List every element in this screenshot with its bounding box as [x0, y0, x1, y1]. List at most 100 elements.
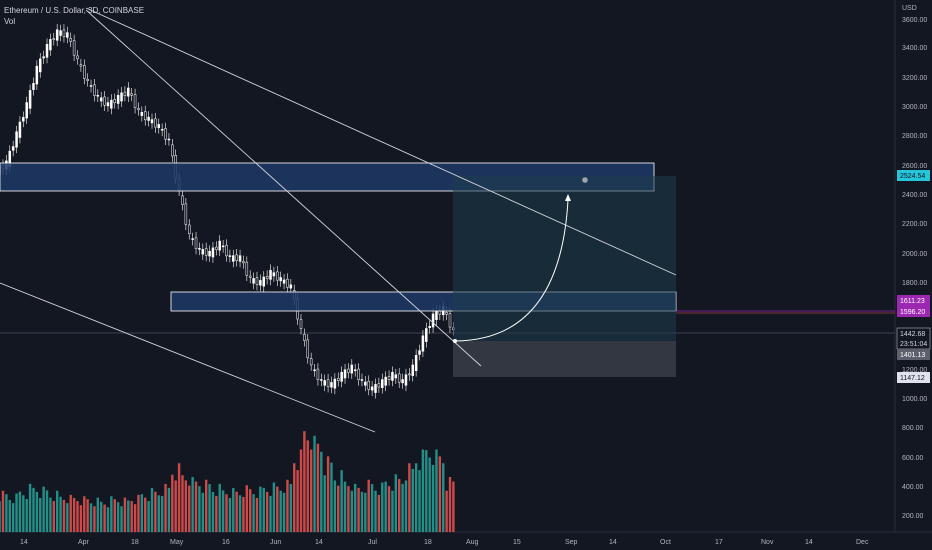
time-label: 14	[315, 539, 323, 546]
volume-bar	[52, 501, 55, 532]
candle-body	[89, 85, 93, 87]
candle-body	[320, 379, 323, 381]
candle-body	[22, 117, 25, 122]
stop-price-tag: 1401.13	[897, 349, 930, 360]
volume-bar	[127, 500, 130, 532]
volume-bar	[293, 463, 296, 532]
volume-bar	[45, 490, 49, 532]
candle-body	[113, 99, 116, 104]
arrow-head	[565, 194, 571, 201]
candle-body	[421, 335, 425, 352]
volume-bar	[442, 463, 445, 532]
trendline-mid[interactable]	[85, 9, 482, 367]
candle-body	[326, 379, 330, 387]
candle-body	[337, 378, 340, 381]
candle-body	[133, 94, 137, 108]
volume-bar	[86, 499, 89, 532]
candle-body	[171, 144, 174, 157]
candle-body	[154, 118, 157, 128]
candle-body	[309, 358, 313, 366]
volume-bar	[140, 494, 144, 532]
candle-body	[15, 131, 18, 148]
candle-body	[83, 65, 86, 79]
volume-bar	[96, 497, 100, 532]
volume-bar	[255, 497, 259, 532]
trendline-upper[interactable]	[85, 7, 677, 276]
candle-body	[357, 368, 360, 381]
target-marker[interactable]	[582, 177, 588, 183]
volume-bar	[28, 483, 32, 532]
volume-bar	[22, 495, 25, 532]
volume-bar	[79, 505, 83, 532]
volume-bar	[147, 501, 150, 532]
candle-body	[143, 111, 147, 121]
position-stop-area[interactable]	[453, 341, 676, 377]
candle-body	[93, 84, 96, 96]
candle-body	[370, 386, 374, 391]
volume-bar	[448, 477, 452, 532]
position-target-area[interactable]	[453, 176, 676, 341]
candle-body	[276, 271, 279, 281]
volume-bar	[89, 503, 93, 532]
candle-body	[184, 203, 188, 225]
candle-body	[313, 369, 316, 372]
volume-bar	[83, 496, 86, 532]
volume-bar	[445, 490, 448, 532]
volume-bar	[431, 464, 435, 532]
time-label: Aug	[466, 539, 479, 546]
candle-body	[384, 376, 387, 386]
candle-body	[188, 224, 191, 234]
volume-bar	[188, 485, 191, 532]
volume-bar	[93, 506, 96, 532]
volume-bar	[106, 507, 110, 532]
volume-bar	[11, 503, 15, 532]
volume-bar	[35, 491, 39, 532]
volume-bar	[401, 483, 404, 532]
trendline-lower[interactable]	[0, 282, 376, 433]
price-tick: 1200.00	[902, 367, 927, 374]
candle-body	[228, 255, 232, 257]
candle-body	[123, 91, 127, 96]
candle-body	[103, 96, 106, 106]
candle-body	[306, 339, 310, 359]
volume-bar	[130, 501, 133, 532]
volume-bar	[364, 492, 367, 532]
candle-body	[323, 380, 326, 386]
candle-body	[198, 248, 201, 250]
candle-body	[286, 278, 289, 288]
level-price-tag-upper: 1611.23	[897, 295, 930, 306]
price-tick: 2600.00	[902, 163, 927, 170]
volume-bar	[276, 486, 279, 532]
candle-body	[42, 56, 45, 59]
price-tick: 2000.00	[902, 251, 927, 258]
volume-bar	[18, 491, 22, 532]
volume-bar	[103, 504, 106, 532]
projection-arrow[interactable]	[454, 199, 569, 342]
symbol-title[interactable]: Ethereum / U.S. Dollar, 3D, COINBASE	[4, 6, 145, 15]
volume-bar	[164, 483, 167, 532]
volume-bar	[350, 490, 353, 532]
volume-bar	[282, 492, 286, 532]
candle-body	[147, 116, 150, 121]
entry-marker[interactable]	[453, 339, 457, 343]
volume-indicator-label[interactable]: Vol	[4, 17, 16, 26]
time-label: 15	[513, 539, 521, 546]
candle-body	[269, 269, 272, 280]
candle-body	[418, 350, 421, 355]
candle-body	[252, 278, 255, 284]
price-axis-unit: USD	[902, 5, 917, 12]
candle-body	[55, 29, 59, 41]
volume-bar	[174, 480, 177, 532]
volume-bar	[249, 489, 252, 532]
volume-bar	[279, 490, 282, 532]
volume-bar	[326, 456, 330, 532]
svg-text:1147.12: 1147.12	[900, 375, 925, 382]
candle-body	[79, 64, 83, 67]
candle-body	[35, 65, 39, 85]
volume-bar	[62, 499, 66, 532]
time-label: 18	[424, 539, 432, 546]
volume-bar	[296, 470, 299, 532]
candle-body	[49, 39, 52, 51]
price-tick: 400.00	[902, 484, 924, 491]
